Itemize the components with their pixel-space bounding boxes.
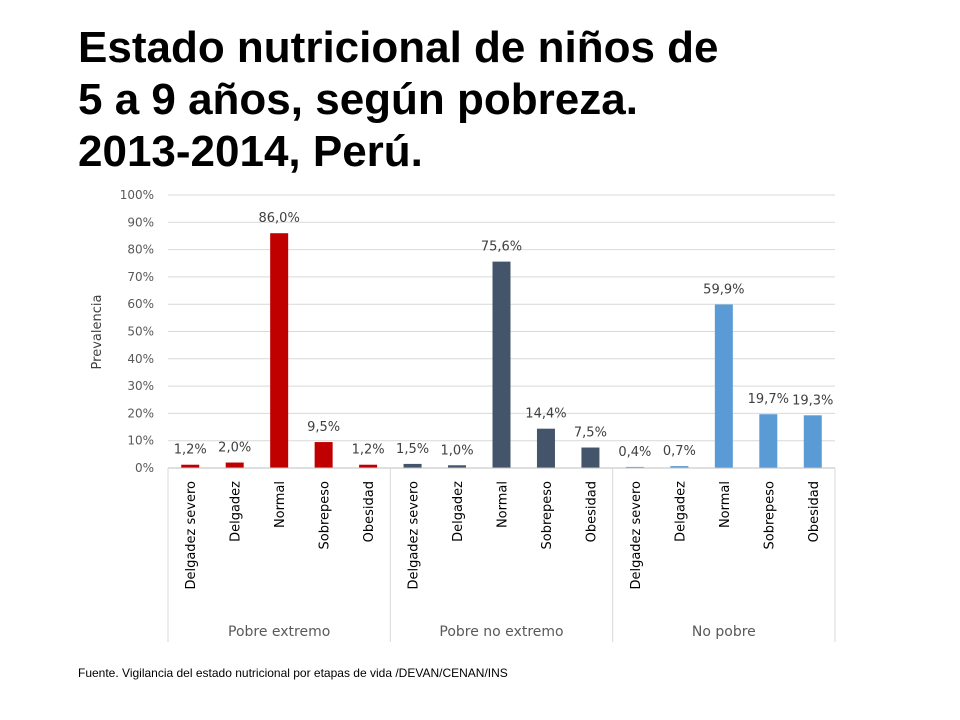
data-label: 19,7% xyxy=(748,392,789,407)
category-label: Sobrepeso xyxy=(540,481,555,550)
bar xyxy=(670,466,689,468)
bar xyxy=(403,463,422,468)
bar xyxy=(448,465,467,468)
y-tick-label: 10% xyxy=(127,434,154,448)
category-label: Delgadez severo xyxy=(629,481,644,590)
bar xyxy=(314,442,333,468)
bar xyxy=(492,261,511,468)
category-label: Delgadez xyxy=(229,481,244,542)
bar xyxy=(759,414,778,468)
data-label: 0,4% xyxy=(618,445,651,460)
y-tick-label: 20% xyxy=(127,406,154,420)
y-axis-title: Prevalencia xyxy=(90,295,105,370)
axes: 0% 10% 20% 30% 40% 50% 60% 70% 80% 90% 100% Delgade… xyxy=(120,188,836,642)
y-tick-label: 40% xyxy=(127,352,154,366)
category-label: Normal xyxy=(496,481,511,528)
slide-title: Estado nutricional de niños de 5 a 9 año… xyxy=(78,22,938,178)
data-label: 59,9% xyxy=(703,282,744,297)
category-label: Delgadez severo xyxy=(184,481,199,590)
category-label: Obesidad xyxy=(584,481,599,542)
category-label: Normal xyxy=(273,481,288,528)
y-tick-label: 60% xyxy=(127,297,154,311)
data-label: 1,0% xyxy=(441,443,474,458)
category-label: Sobrepeso xyxy=(762,481,777,550)
data-label: 9,5% xyxy=(307,420,340,435)
bar xyxy=(181,464,200,468)
source-note: Fuente. Vigilancia del estado nutriciona… xyxy=(78,666,508,680)
category-label: Sobrepeso xyxy=(318,481,333,550)
title-line-1: Estado nutricional de niños de xyxy=(78,23,719,72)
data-label: 0,7% xyxy=(663,444,696,459)
group-label: Pobre no extremo xyxy=(439,624,563,640)
data-label: 1,5% xyxy=(396,442,429,457)
bar xyxy=(581,447,600,468)
y-tick-label: 100% xyxy=(120,188,154,202)
title-line-2: 5 a 9 años, según pobreza. xyxy=(78,75,638,124)
bar xyxy=(803,415,822,468)
y-tick-label: 30% xyxy=(127,379,154,393)
data-labels: 1,2% 2,0% 86,0% 9,5% 1,2% 1,5% 1,0% 75,6% 14,4% 7… xyxy=(174,211,834,460)
bar xyxy=(714,304,733,468)
data-label: 1,2% xyxy=(352,443,385,458)
category-label: Delgadez xyxy=(451,481,466,542)
bar xyxy=(359,464,378,468)
category-label: Obesidad xyxy=(807,481,822,542)
data-label: 7,5% xyxy=(574,426,607,441)
data-label: 75,6% xyxy=(481,240,522,255)
category-label: Delgadez severo xyxy=(407,481,422,590)
category-label: Delgadez xyxy=(673,481,688,542)
y-tick-label: 0% xyxy=(135,461,154,475)
bars xyxy=(181,233,822,468)
category-label: Obesidad xyxy=(362,481,377,542)
group-label: No pobre xyxy=(692,624,756,640)
data-label: 2,0% xyxy=(218,441,251,456)
title-line-3: 2013-2014, Perú. xyxy=(78,127,423,176)
y-tick-label: 90% xyxy=(127,215,154,229)
data-label: 14,4% xyxy=(525,407,566,422)
data-label: 1,2% xyxy=(174,443,207,458)
bar xyxy=(536,428,555,468)
y-tick-label: 70% xyxy=(127,270,154,284)
bar xyxy=(625,466,644,468)
bar xyxy=(225,462,244,468)
data-label: 19,3% xyxy=(792,393,833,408)
data-label: 86,0% xyxy=(259,211,300,226)
group-label: Pobre extremo xyxy=(228,624,330,640)
y-tick-label: 50% xyxy=(127,325,154,339)
bar xyxy=(270,233,289,468)
category-label: Normal xyxy=(718,481,733,528)
y-tick-label: 80% xyxy=(127,243,154,257)
